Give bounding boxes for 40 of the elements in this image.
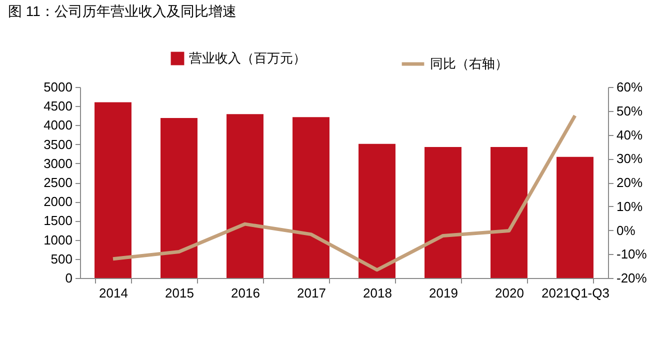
x-tick-label: 2016 [231,286,260,300]
y2-tick-label: 20% [616,175,643,190]
y-tick-label: 5000 [44,80,72,94]
x-tick-label: 2017 [297,286,326,300]
y-tick-label: 500 [50,251,72,266]
bar [160,118,198,278]
y-tick-label: 1500 [44,213,72,228]
legend-label: 同比（右轴） [430,56,508,71]
y2-tick-label: 30% [616,151,643,166]
x-tick-label: 2021Q1-Q3 [542,286,610,300]
bar [556,156,594,278]
y2-tick-label: -10% [616,246,648,262]
y2-tick-label: 40% [616,127,643,142]
bar [226,114,264,278]
y-tick-label: 3500 [44,136,72,152]
bar [424,146,462,278]
bar [94,102,132,278]
x-tick-label: 2018 [363,286,392,300]
y2-tick-label: 50% [616,103,643,118]
x-tick-label: 2015 [165,286,194,300]
bar [490,146,528,278]
y-tick-label: 3000 [44,156,72,171]
bar [358,144,396,278]
y2-tick-label: 60% [616,80,643,94]
y-tick-label: 1000 [44,232,72,248]
bar [292,117,330,278]
x-tick-label: 2019 [429,286,458,300]
legend-label: 营业收入（百万元） [189,50,306,66]
chart-title: 图 11：公司历年营业收入及同比增速 [8,3,236,19]
line-series [111,114,577,272]
y-tick-label: 2000 [44,194,72,210]
y2-tick-label: 10% [616,198,643,214]
y-tick-label: 0 [65,270,72,286]
y-tick-label: 2500 [44,175,72,190]
x-tick-label: 2020 [495,286,524,300]
y2-tick-label: -20% [616,270,648,286]
y-tick-label: 4500 [44,98,72,114]
x-tick-label: 2014 [99,286,128,300]
y2-tick-label: 0% [616,222,636,238]
y-tick-label: 4000 [44,118,72,133]
